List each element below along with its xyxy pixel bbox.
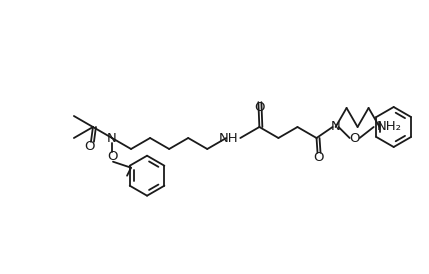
Text: O: O <box>85 140 95 153</box>
Text: O: O <box>313 151 324 164</box>
Text: O: O <box>254 101 265 114</box>
Text: N: N <box>107 132 117 144</box>
Text: O: O <box>349 132 360 144</box>
Text: NH: NH <box>218 132 238 144</box>
Text: O: O <box>107 150 117 163</box>
Text: N: N <box>331 121 341 133</box>
Text: NH₂: NH₂ <box>377 121 402 133</box>
